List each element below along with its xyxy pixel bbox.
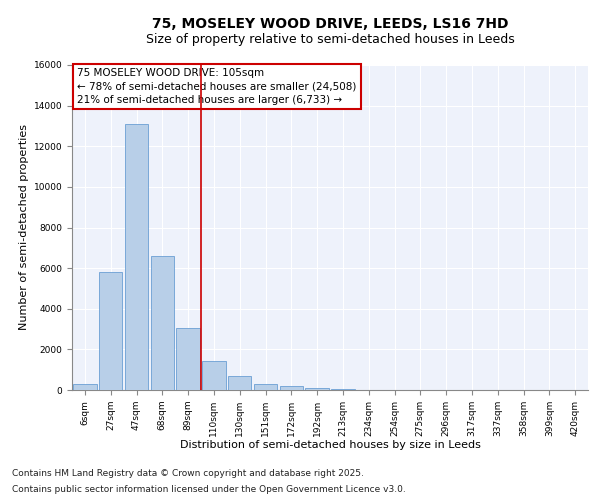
Text: 75, MOSELEY WOOD DRIVE, LEEDS, LS16 7HD: 75, MOSELEY WOOD DRIVE, LEEDS, LS16 7HD xyxy=(152,18,508,32)
Bar xyxy=(73,384,97,390)
Bar xyxy=(151,256,174,390)
Y-axis label: Number of semi-detached properties: Number of semi-detached properties xyxy=(19,124,29,330)
Bar xyxy=(176,328,200,390)
Bar xyxy=(125,124,148,390)
Text: Size of property relative to semi-detached houses in Leeds: Size of property relative to semi-detach… xyxy=(146,32,514,46)
Bar xyxy=(228,376,251,390)
Text: Contains HM Land Registry data © Crown copyright and database right 2025.: Contains HM Land Registry data © Crown c… xyxy=(12,468,364,477)
Bar xyxy=(305,388,329,390)
Text: Contains public sector information licensed under the Open Government Licence v3: Contains public sector information licen… xyxy=(12,485,406,494)
Text: 75 MOSELEY WOOD DRIVE: 105sqm
← 78% of semi-detached houses are smaller (24,508): 75 MOSELEY WOOD DRIVE: 105sqm ← 78% of s… xyxy=(77,68,356,104)
Bar xyxy=(254,384,277,390)
Bar xyxy=(331,389,355,390)
Bar xyxy=(99,272,122,390)
Bar xyxy=(202,360,226,390)
Bar xyxy=(280,386,303,390)
X-axis label: Distribution of semi-detached houses by size in Leeds: Distribution of semi-detached houses by … xyxy=(179,440,481,450)
